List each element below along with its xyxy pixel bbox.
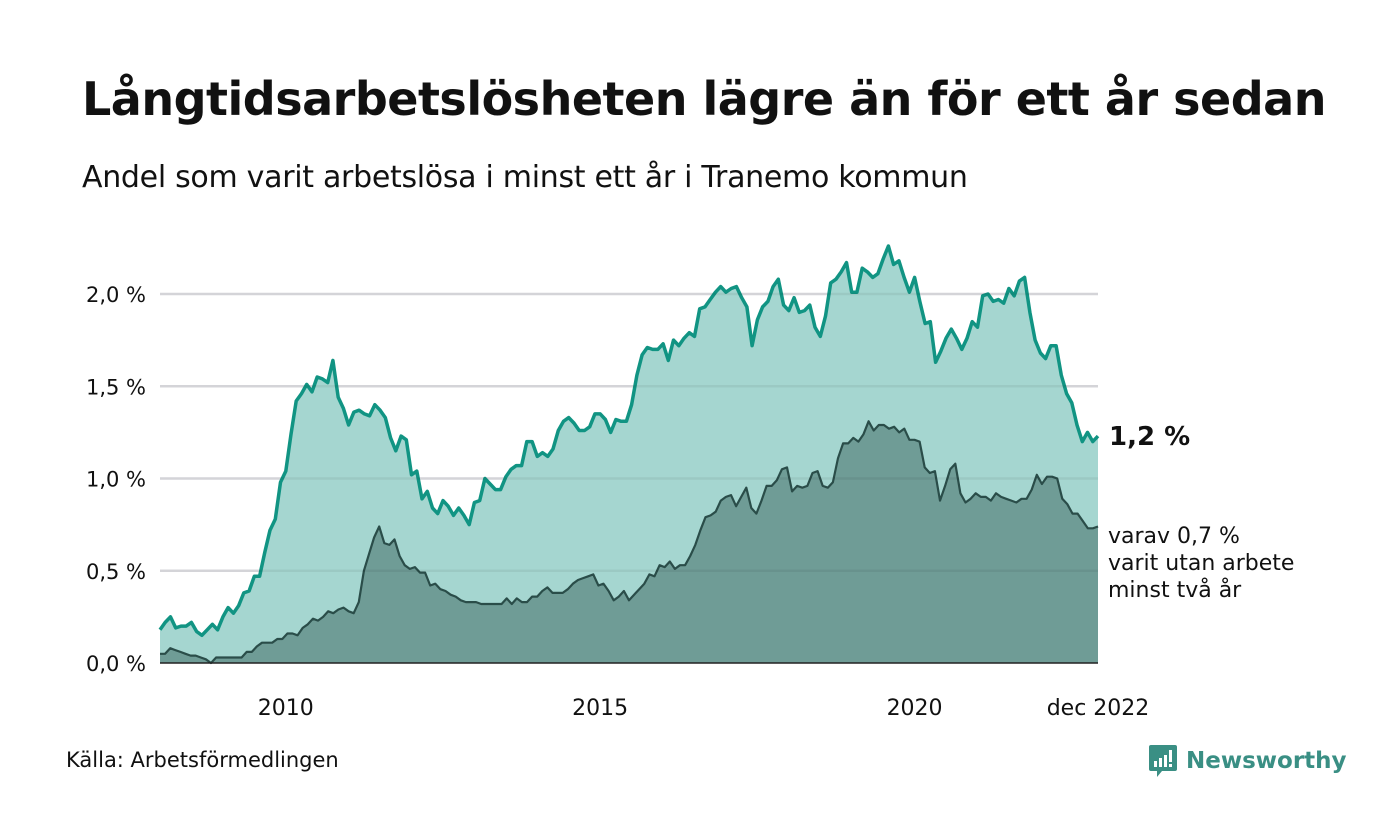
y-axis: 0,0 % 0,5 % 1,0 % 1,5 % 2,0 % [86,283,146,676]
lower-series-line [160,420,1099,665]
x-axis: 2010 2015 2020 dec 2022 [258,696,1150,721]
bar-chart-speech-bubble-icon [1149,745,1177,777]
sub-label-line-1: varav 0,7 % [1108,524,1240,549]
chart-title: Långtidsarbetslösheten lägre än för ett … [82,72,1326,126]
y-tick-label: 0,0 % [86,652,146,676]
y-tick-label: 1,0 % [86,468,146,492]
y-tick-label: 2,0 % [86,283,146,307]
x-tick-label: 2020 [887,696,943,721]
brand-logo: Newsworthy [1148,744,1347,778]
y-tick-label: 1,5 % [86,375,146,399]
x-tick-label: dec 2022 [1047,696,1150,721]
areas [158,244,1100,665]
annotations: 1,2 % varav 0,7 % varit utan arbete mins… [1108,422,1294,603]
lower-series-area [160,421,1098,663]
sub-label-line-3: minst två år [1108,577,1242,603]
upper-series-line [158,244,1100,638]
x-tick-label: 2010 [258,696,314,721]
x-tick-label: 2015 [572,696,628,721]
brand-name: Newsworthy [1186,748,1347,774]
chart-subtitle: Andel som varit arbetslösa i minst ett å… [82,160,968,195]
sub-label-line-2: varit utan arbete [1108,551,1294,576]
y-tick-label: 0,5 % [86,560,146,584]
end-value-label: 1,2 % [1109,422,1190,452]
source-note: Källa: Arbetsförmedlingen [66,748,339,772]
